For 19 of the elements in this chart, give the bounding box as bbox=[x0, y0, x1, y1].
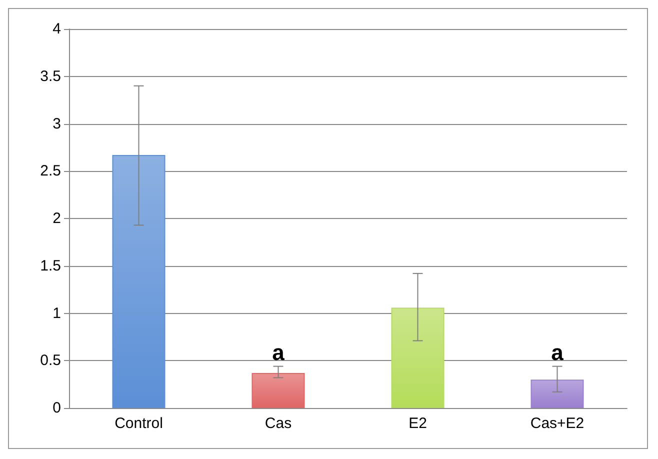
bar bbox=[252, 372, 305, 408]
y-tick-label: 4 bbox=[52, 20, 61, 38]
x-tick-label: Control bbox=[114, 415, 163, 432]
bar bbox=[530, 380, 584, 408]
y-tick-label: 2.5 bbox=[40, 162, 61, 180]
y-tick-label: 1 bbox=[52, 304, 61, 322]
y-tick-label: 3 bbox=[52, 115, 61, 132]
y-tick-label: 2 bbox=[52, 210, 61, 227]
y-tick-label: 0.5 bbox=[40, 352, 61, 370]
y-tick-label: 0 bbox=[52, 400, 61, 416]
y-tick-label: 1.5 bbox=[40, 257, 61, 274]
x-tick-label: Cas bbox=[264, 415, 292, 432]
bar bbox=[391, 308, 444, 408]
annotation: a bbox=[551, 340, 564, 365]
annotation: a bbox=[272, 340, 286, 365]
bar bbox=[112, 155, 166, 408]
x-tick-label: Cas+E2 bbox=[530, 415, 584, 432]
y-tick-label: 3.5 bbox=[40, 68, 61, 85]
x-tick-label: E2 bbox=[408, 415, 427, 432]
